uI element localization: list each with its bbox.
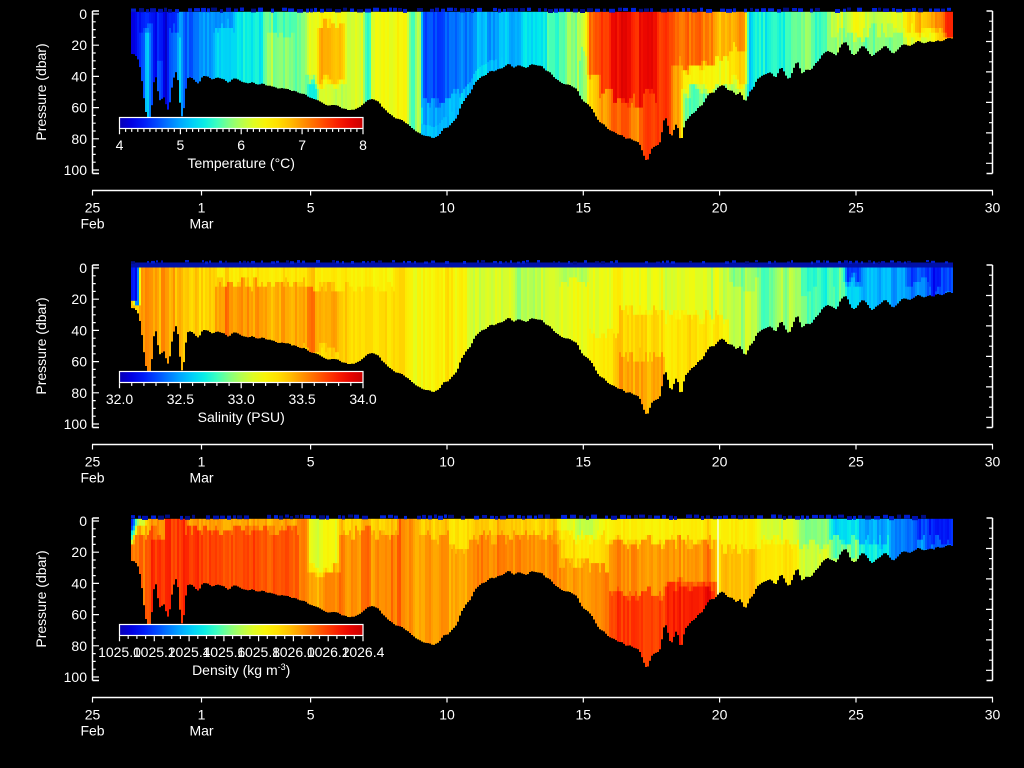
svg-text:Feb: Feb	[80, 470, 104, 486]
svg-text:1025.4: 1025.4	[168, 644, 211, 660]
svg-text:80: 80	[71, 638, 87, 654]
svg-text:Mar: Mar	[189, 216, 213, 232]
svg-text:25: 25	[85, 707, 101, 723]
svg-text:4: 4	[116, 137, 124, 153]
svg-text:60: 60	[71, 607, 87, 623]
svg-text:20: 20	[71, 291, 87, 307]
svg-text:0: 0	[79, 513, 87, 529]
svg-text:Density (kg m-3): Density (kg m-3)	[192, 662, 290, 678]
svg-text:0: 0	[79, 6, 87, 22]
svg-text:7: 7	[298, 137, 306, 153]
svg-text:5: 5	[177, 137, 185, 153]
svg-text:1026.4: 1026.4	[342, 644, 385, 660]
svg-text:100: 100	[64, 162, 88, 178]
svg-text:20: 20	[71, 544, 87, 560]
svg-text:1: 1	[198, 707, 206, 723]
svg-text:15: 15	[576, 454, 592, 470]
svg-text:20: 20	[71, 37, 87, 53]
svg-text:5: 5	[307, 707, 315, 723]
svg-text:1: 1	[198, 200, 206, 216]
svg-text:25: 25	[848, 454, 864, 470]
svg-text:Salinity (PSU): Salinity (PSU)	[198, 409, 285, 425]
svg-text:30: 30	[985, 707, 1001, 723]
svg-text:20: 20	[712, 200, 728, 216]
svg-text:1025.8: 1025.8	[237, 644, 280, 660]
svg-text:5: 5	[307, 200, 315, 216]
svg-text:Pressure (dbar): Pressure (dbar)	[33, 43, 49, 140]
svg-text:Mar: Mar	[189, 723, 213, 739]
svg-text:Feb: Feb	[80, 216, 104, 232]
svg-text:32.5: 32.5	[167, 391, 194, 407]
svg-text:60: 60	[71, 100, 87, 116]
svg-text:5: 5	[307, 454, 315, 470]
svg-text:6: 6	[237, 137, 245, 153]
svg-text:25: 25	[85, 454, 101, 470]
svg-text:1025.0: 1025.0	[98, 644, 141, 660]
svg-text:40: 40	[71, 575, 87, 591]
svg-text:15: 15	[576, 707, 592, 723]
svg-text:33.5: 33.5	[288, 391, 315, 407]
svg-text:15: 15	[576, 200, 592, 216]
svg-text:10: 10	[439, 454, 455, 470]
svg-text:1026.2: 1026.2	[307, 644, 350, 660]
svg-text:10: 10	[439, 707, 455, 723]
svg-text:25: 25	[848, 707, 864, 723]
svg-text:Mar: Mar	[189, 470, 213, 486]
svg-text:Feb: Feb	[80, 723, 104, 739]
svg-text:80: 80	[71, 385, 87, 401]
svg-text:40: 40	[71, 68, 87, 84]
svg-text:20: 20	[712, 707, 728, 723]
svg-text:20: 20	[712, 454, 728, 470]
svg-text:10: 10	[439, 200, 455, 216]
svg-text:33.0: 33.0	[228, 391, 255, 407]
svg-text:32.0: 32.0	[106, 391, 133, 407]
svg-text:25: 25	[85, 200, 101, 216]
svg-text:Temperature (°C): Temperature (°C)	[187, 155, 295, 171]
svg-text:Pressure (dbar): Pressure (dbar)	[33, 297, 49, 394]
svg-text:34.0: 34.0	[349, 391, 376, 407]
svg-text:1026.0: 1026.0	[272, 644, 315, 660]
svg-text:40: 40	[71, 322, 87, 338]
svg-text:30: 30	[985, 454, 1001, 470]
svg-text:60: 60	[71, 354, 87, 370]
svg-text:1: 1	[198, 454, 206, 470]
svg-text:1025.6: 1025.6	[202, 644, 245, 660]
svg-text:30: 30	[985, 200, 1001, 216]
svg-text:8: 8	[359, 137, 367, 153]
svg-text:80: 80	[71, 131, 87, 147]
svg-text:100: 100	[64, 416, 88, 432]
svg-text:100: 100	[64, 669, 88, 685]
svg-text:25: 25	[848, 200, 864, 216]
svg-text:0: 0	[79, 260, 87, 276]
svg-text:Pressure (dbar): Pressure (dbar)	[33, 550, 49, 647]
svg-text:1025.2: 1025.2	[133, 644, 176, 660]
